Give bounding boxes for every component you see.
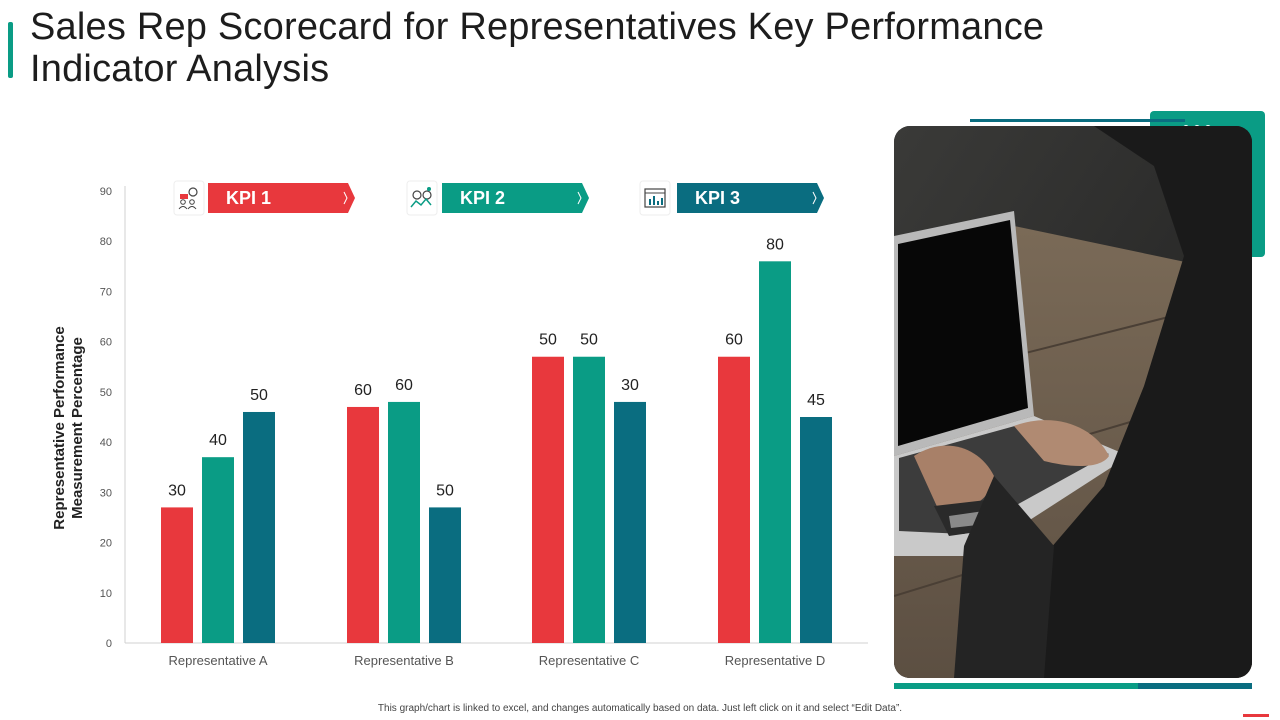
- y-tick-label: 50: [100, 387, 112, 399]
- value-label-bg: [718, 326, 750, 351]
- value-label: 30: [168, 482, 186, 499]
- y-tick-label: 0: [106, 638, 112, 650]
- value-label: 80: [766, 236, 784, 253]
- value-label-bg: [388, 371, 420, 396]
- bar: [759, 261, 791, 643]
- y-tick-label: 20: [100, 538, 112, 550]
- analytics-dashboard-icon-glyph: [644, 188, 666, 208]
- value-label-bg: [800, 387, 832, 411]
- value-label: 50: [539, 332, 557, 349]
- kpi-banner: [208, 183, 355, 213]
- bar: [388, 401, 420, 643]
- bar: [718, 356, 750, 643]
- chevron-right-icon: [812, 191, 817, 205]
- bar: [202, 457, 234, 643]
- value-label-bg: [614, 371, 646, 396]
- y-tick-label: 80: [100, 236, 112, 248]
- x-tick-label: Representative D: [725, 653, 825, 668]
- value-label: 30: [621, 377, 639, 394]
- value-label: 60: [354, 382, 372, 399]
- value-label-bg: [243, 381, 275, 406]
- bar: [243, 411, 275, 643]
- collaboration-icon-glyph: [410, 187, 432, 208]
- y-tick-label: 60: [100, 337, 112, 349]
- chevron-right-icon: [343, 191, 348, 205]
- y-tick-label: 70: [100, 286, 112, 298]
- y-axis-title: Representative PerformanceMeasurement Pe…: [51, 326, 86, 529]
- kpi-label: KPI 1: [226, 188, 271, 208]
- x-tick-label: Representative B: [354, 653, 454, 668]
- value-label: 60: [395, 377, 413, 394]
- bar: [532, 356, 564, 643]
- value-label: 40: [209, 432, 227, 449]
- kpi-banner: [442, 183, 589, 213]
- bar: [347, 406, 379, 643]
- value-label-bg: [161, 477, 193, 502]
- y-tick-label: 30: [100, 487, 112, 499]
- value-label: 45: [807, 392, 825, 409]
- team-performance-icon: [173, 180, 205, 216]
- photo-bottom-bar-blue: [1138, 683, 1252, 689]
- bar: [800, 417, 832, 643]
- kpi-label: KPI 3: [695, 188, 740, 208]
- value-label: 50: [580, 332, 598, 349]
- kpi-banner: [677, 183, 824, 213]
- x-tick-label: Representative C: [539, 653, 639, 668]
- footnote: This graph/chart is linked to excel, and…: [377, 703, 903, 714]
- bar: [573, 356, 605, 643]
- bar: [429, 507, 461, 643]
- photo-bottom-bar-green: [894, 683, 1138, 689]
- value-label-bg: [573, 326, 605, 351]
- value-label: 50: [436, 482, 454, 499]
- y-tick-label: 90: [100, 186, 112, 198]
- value-label: 50: [250, 387, 268, 404]
- value-label-bg: [347, 376, 379, 401]
- y-tick-label: 10: [100, 588, 112, 600]
- bar: [161, 507, 193, 643]
- value-label-bg: [429, 477, 461, 502]
- kpi-label: KPI 2: [460, 188, 505, 208]
- bar-chart: 0 10 20 30 40 50 60 70 80 90 Representative Perfor…: [51, 180, 868, 668]
- value-label: 60: [725, 332, 743, 349]
- person-typing-on-laptop-photo: [894, 126, 1252, 678]
- photo-decor-line: [970, 119, 1185, 122]
- y-tick-label: 40: [100, 437, 112, 449]
- title-accent-bar: [8, 22, 13, 78]
- value-label-bg: [532, 326, 564, 351]
- bar: [614, 401, 646, 643]
- collaboration-icon: [406, 180, 438, 216]
- team-performance-icon-glyph: [178, 187, 198, 210]
- page-title: Sales Rep Scorecard for Representatives …: [30, 6, 1045, 90]
- corner-mark: [1243, 714, 1269, 717]
- value-label-bg: [759, 231, 791, 256]
- chevron-right-icon: [577, 191, 582, 205]
- x-tick-label: Representative A: [168, 653, 267, 668]
- value-label-bg: [202, 427, 234, 452]
